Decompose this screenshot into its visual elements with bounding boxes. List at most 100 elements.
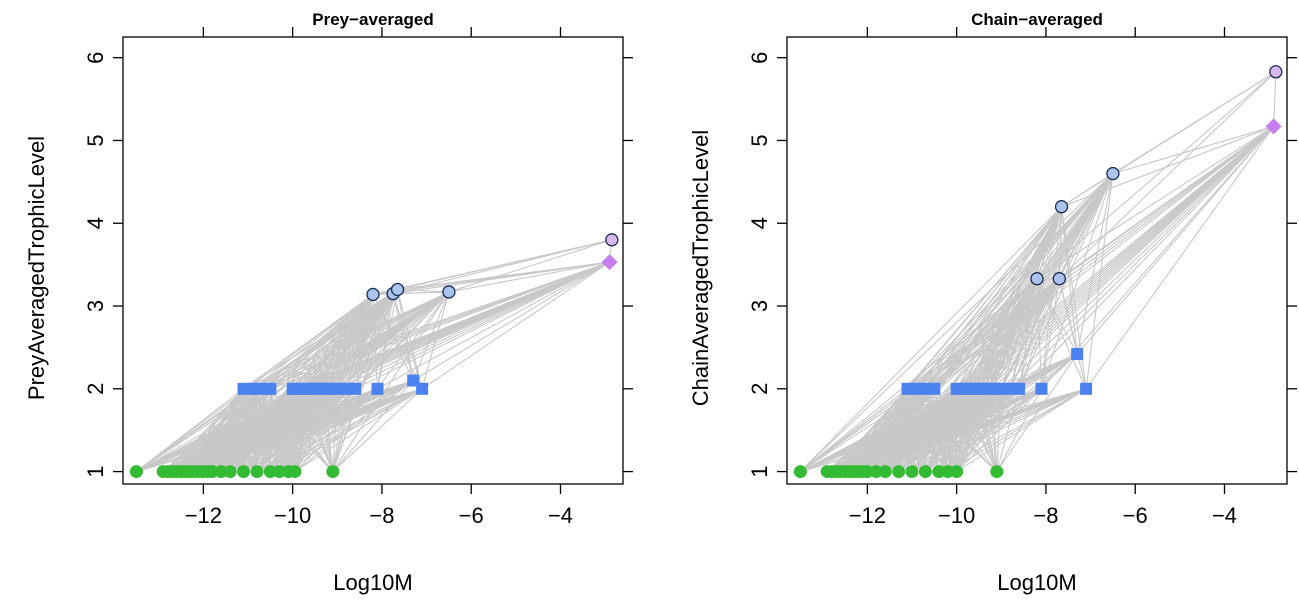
food-web-link (956, 388, 984, 472)
data-point (601, 254, 618, 271)
data-point (272, 465, 286, 479)
food-web-link (911, 388, 958, 472)
food-web-link (328, 261, 610, 390)
food-web-link (354, 261, 610, 390)
food-web-link (996, 388, 1002, 472)
food-web-link (933, 206, 1063, 390)
data-point (223, 465, 237, 479)
food-web-link (260, 388, 334, 472)
food-web-link (956, 388, 1087, 473)
food-web-link (185, 294, 374, 472)
food-web-link (332, 388, 356, 472)
data-point (416, 382, 429, 395)
food-web-link (916, 125, 1274, 390)
food-web-link (1018, 173, 1114, 390)
food-web-link (198, 289, 398, 472)
x-tick-label: −12 (849, 503, 886, 528)
food-web-link (924, 388, 962, 472)
food-web-link (1085, 126, 1275, 390)
food-web-link (1076, 173, 1114, 355)
x-axis-label: Log10M (333, 570, 413, 595)
series-top (605, 233, 619, 247)
food-web-link (294, 388, 378, 472)
food-web-link (965, 206, 1063, 390)
food-web-link (294, 388, 303, 472)
series-vert-endo (1265, 118, 1282, 135)
food-web-link (1061, 125, 1274, 208)
food-web-link (987, 173, 1114, 390)
food-web-link (884, 388, 966, 472)
y-tick-label: 5 (747, 134, 772, 146)
data-point (1035, 382, 1048, 395)
data-point (860, 465, 874, 479)
food-web-link (907, 206, 1062, 390)
food-web-link (1059, 125, 1274, 280)
data-point (1030, 272, 1044, 286)
food-web-link (938, 388, 958, 472)
food-web-link (243, 388, 294, 472)
food-web-link (332, 388, 338, 472)
food-web-link (1058, 206, 1063, 279)
data-point (1013, 382, 1026, 395)
x-tick-label: −6 (1123, 503, 1148, 528)
x-axis-label: Log10M (997, 570, 1077, 595)
food-web-link (256, 388, 262, 472)
food-web-link (314, 388, 334, 472)
data-point (390, 282, 405, 297)
food-web-link (185, 388, 244, 472)
data-point (918, 465, 932, 479)
food-web-link (916, 206, 1062, 390)
y-tick-label: 2 (747, 383, 772, 395)
food-web-link (397, 261, 610, 291)
y-axis-label: ChainAveragedTrophicLevel (688, 130, 713, 406)
data-point (1265, 118, 1282, 135)
food-web-link (924, 206, 1062, 390)
data-point (263, 465, 277, 479)
food-web-link (243, 388, 280, 472)
data-point (1269, 65, 1283, 79)
food-web-link (337, 261, 610, 390)
food-web-link (1112, 125, 1274, 175)
food-web-link (207, 388, 253, 472)
y-tick-label: 5 (83, 134, 108, 146)
food-web-link (907, 173, 1114, 390)
food-web-link (301, 388, 334, 472)
food-web-link (1009, 206, 1063, 389)
data-point (878, 465, 892, 479)
food-web-link (1018, 278, 1038, 389)
food-web-link (1041, 126, 1275, 390)
food-web-link (907, 388, 998, 472)
food-web-link (987, 206, 1063, 390)
food-web-link (933, 125, 1274, 390)
food-web-link (372, 294, 379, 389)
food-web-link (294, 380, 414, 473)
x-tick-label: −12 (185, 503, 222, 528)
food-web-link (1009, 126, 1274, 390)
x-tick-label: −8 (369, 503, 394, 528)
food-web-link (947, 388, 989, 472)
panel-title: Prey−averaged (312, 10, 433, 29)
data-point (326, 465, 340, 479)
food-web-link (294, 388, 298, 472)
food-web-link (978, 388, 998, 472)
food-web-link (991, 206, 1063, 390)
food-web-link (270, 261, 610, 390)
data-point (1080, 382, 1093, 395)
food-web-link (1112, 71, 1277, 175)
food-web-link (292, 388, 296, 472)
data-point (1071, 348, 1084, 361)
food-web-link (294, 388, 423, 473)
food-web-link (996, 353, 1078, 472)
x-tick-label: −10 (938, 503, 975, 528)
y-tick-label: 4 (83, 217, 108, 229)
food-web-link (261, 289, 398, 390)
food-web-link (1000, 126, 1274, 390)
food-web-link (397, 289, 423, 389)
data-point (237, 465, 251, 479)
food-web-link (1036, 173, 1114, 280)
food-web-link (332, 388, 423, 472)
food-web-link (412, 261, 610, 381)
x-tick-label: −8 (1033, 503, 1058, 528)
food-web-link (956, 388, 971, 472)
